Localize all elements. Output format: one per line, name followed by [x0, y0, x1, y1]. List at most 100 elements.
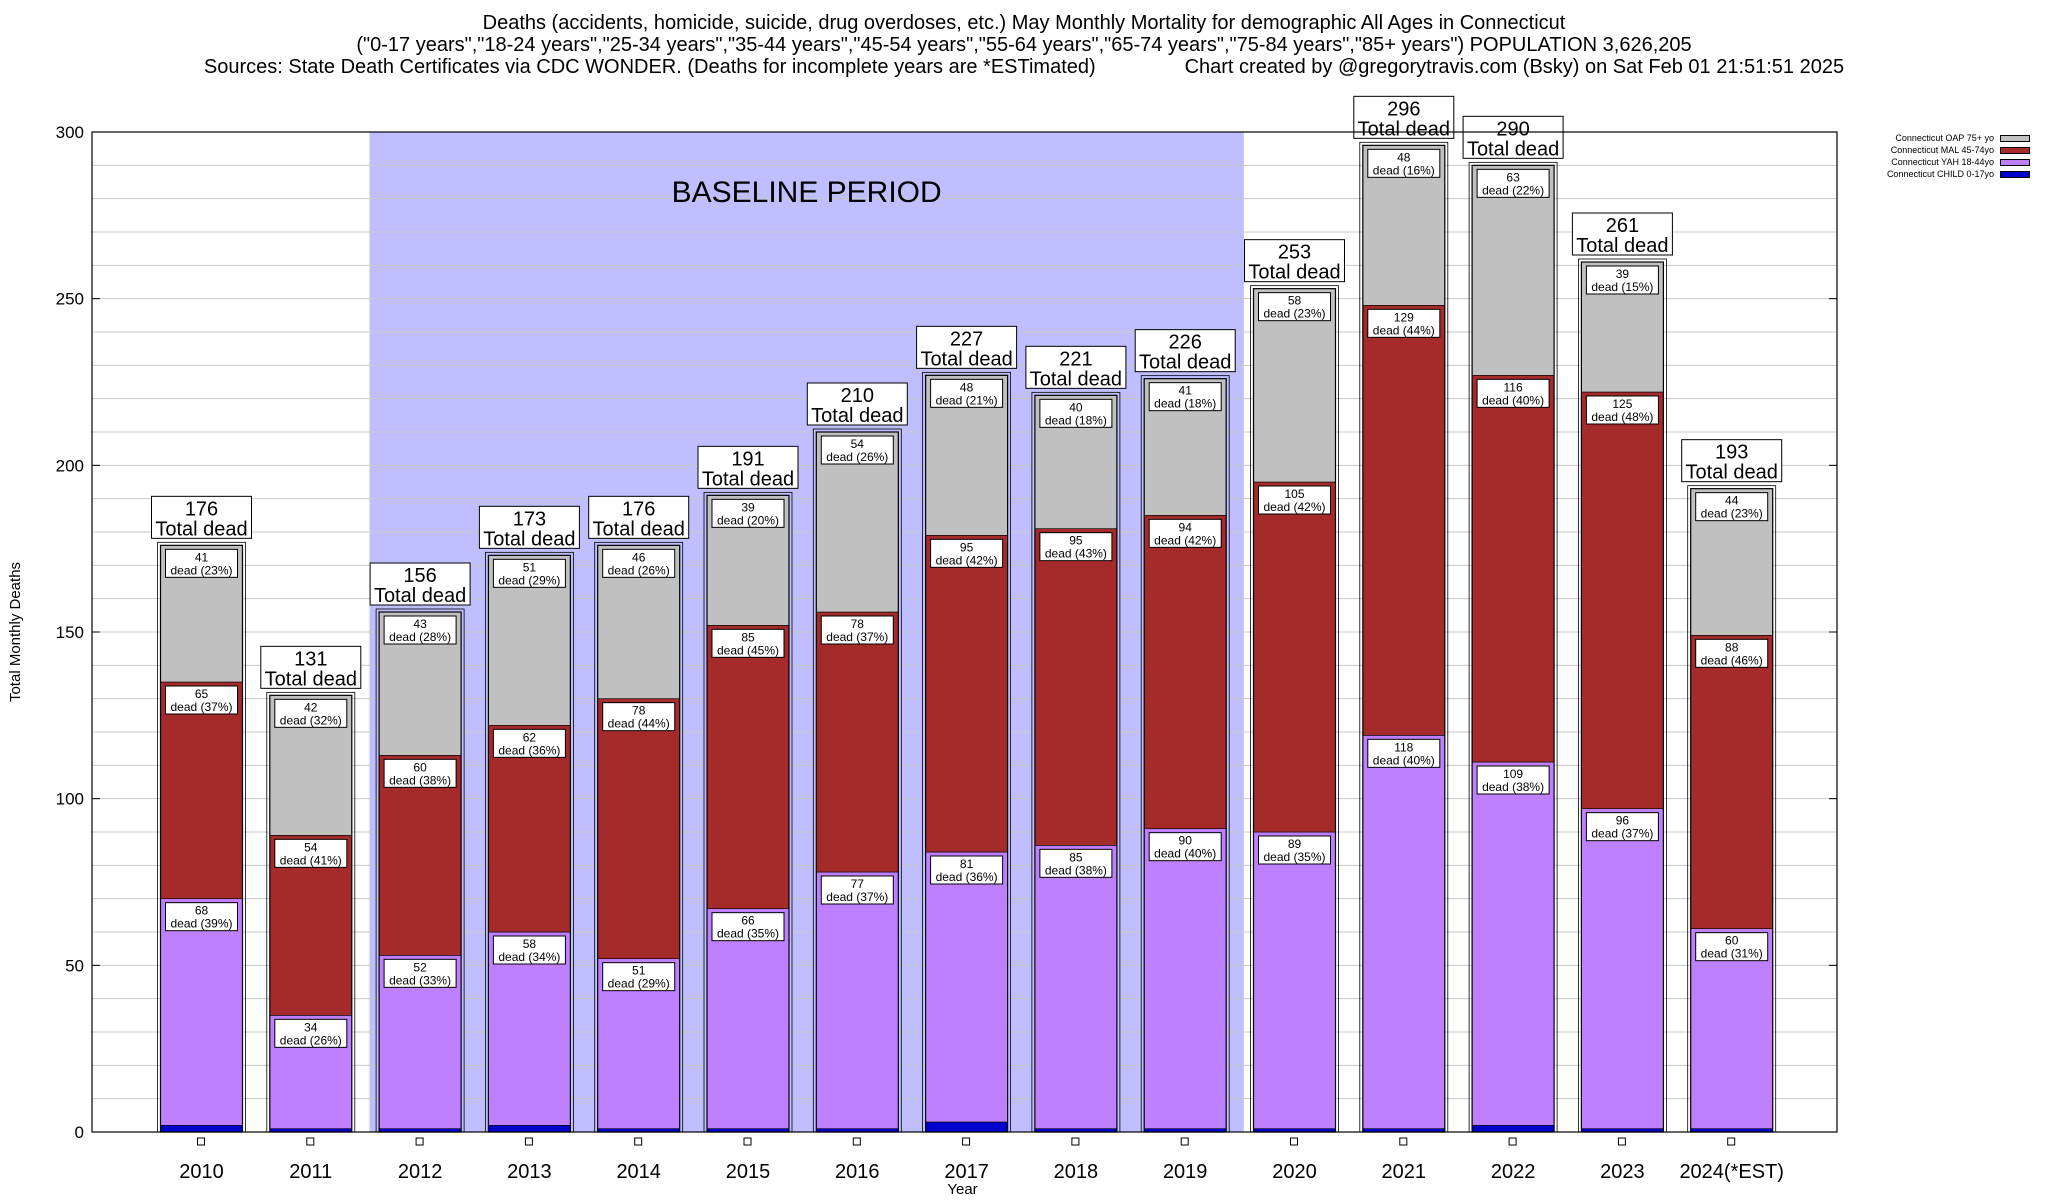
segment-label-box [711, 498, 785, 528]
total-caption-label: Total dead [702, 468, 794, 490]
total-caption-label: Total dead [1358, 118, 1450, 140]
segment-label-box [1695, 932, 1769, 962]
segment-label-box [1367, 738, 1441, 768]
segment-label-box [1258, 485, 1331, 515]
segment-value-label: 40 [1069, 400, 1083, 414]
x-tick-label: 2022 [1491, 1161, 1536, 1183]
segment-value-label: 129 [1394, 310, 1414, 324]
legend-item: Connecticut OAP 75+ yo [1860, 132, 2030, 144]
segment-value-label: 51 [632, 964, 646, 978]
segment-percent-label: dead (38%) [1045, 863, 1107, 877]
x-tick-marker [197, 1137, 205, 1146]
plot-frame [91, 131, 1838, 1133]
segment-value-label: 105 [1284, 487, 1304, 501]
total-value-label: 173 [513, 508, 546, 530]
bar-segment-mal [706, 625, 790, 909]
segment-label-box [1476, 765, 1550, 795]
total-value-label: 261 [1606, 215, 1639, 237]
total-value-label: 210 [841, 385, 874, 407]
segment-label-box [930, 378, 1004, 408]
segment-label-box [1585, 265, 1659, 295]
x-tick-label: 2015 [726, 1161, 771, 1183]
segment-label-box [820, 875, 894, 905]
segment-label-box [930, 538, 1004, 568]
segment-percent-label: dead (20%) [717, 513, 779, 527]
segment-label-box [602, 962, 676, 992]
segment-label-box [820, 435, 894, 465]
bar-segment-mal [1690, 635, 1773, 929]
x-tick-marker [962, 1137, 971, 1146]
x-tick-marker [1180, 1137, 1189, 1146]
segment-label-box [820, 615, 894, 645]
x-tick-label: 2024(*EST) [1679, 1161, 1784, 1183]
segment-value-label: 65 [195, 687, 209, 701]
total-caption-label: Total dead [1139, 352, 1231, 374]
total-value-label: 191 [731, 448, 764, 470]
x-tick-label: 2017 [944, 1161, 989, 1183]
segment-percent-label: dead (38%) [389, 773, 451, 787]
segment-value-label: 118 [1394, 740, 1413, 754]
total-label-box [260, 645, 362, 689]
total-caption-label: Total dead [920, 348, 1012, 370]
bar-segment-yah [1471, 761, 1555, 1126]
bar-segment-mal [1362, 305, 1446, 736]
segment-value-label: 48 [960, 380, 974, 394]
bar-segment-mal [1581, 391, 1664, 809]
segment-percent-label: dead (37%) [1591, 827, 1653, 841]
legend-item: Connecticut MAL 45-74yo [1860, 144, 2030, 156]
x-tick-marker [1071, 1137, 1080, 1146]
segment-value-label: 41 [1179, 384, 1193, 398]
segment-label-box [274, 1018, 348, 1048]
total-label-box [151, 495, 252, 539]
segment-percent-label: dead (40%) [1373, 753, 1435, 767]
total-caption-label: Total dead [1576, 235, 1668, 257]
segment-percent-label: dead (23%) [1701, 507, 1763, 521]
x-tick-marker [1399, 1137, 1408, 1146]
x-tick-label: 2018 [1054, 1161, 1099, 1183]
total-caption-label: Total dead [1248, 262, 1340, 284]
segment-value-label: 54 [304, 840, 318, 854]
segment-percent-label: dead (26%) [826, 450, 888, 464]
segment-label-box [602, 702, 676, 732]
total-value-label: 193 [1715, 442, 1748, 464]
segment-percent-label: dead (37%) [826, 630, 888, 644]
segment-value-label: 34 [304, 1020, 318, 1034]
segment-percent-label: dead (41%) [280, 853, 342, 867]
total-value-label: 290 [1496, 118, 1529, 140]
segment-label-box [1367, 308, 1441, 338]
segment-label-box [1695, 492, 1769, 522]
total-caption-label: Total dead [265, 668, 357, 690]
segment-value-label: 46 [632, 550, 646, 564]
segment-percent-label: dead (46%) [1701, 653, 1763, 667]
segment-value-label: 116 [1504, 380, 1523, 394]
segment-label-box [274, 838, 348, 868]
segment-value-label: 63 [1506, 170, 1520, 184]
segment-percent-label: dead (44%) [608, 717, 670, 731]
segment-value-label: 58 [1288, 294, 1302, 308]
x-tick-label: 2014 [616, 1161, 661, 1183]
segment-label-box [274, 698, 348, 728]
bar-segment-mal [1143, 515, 1227, 829]
segment-value-label: 78 [632, 704, 646, 718]
x-tick-marker [306, 1137, 315, 1146]
total-value-label: 176 [622, 498, 655, 520]
legend-swatch [2000, 134, 2030, 142]
bar-segment-yah [1581, 808, 1664, 1129]
segment-percent-label: dead (35%) [717, 927, 779, 941]
bar-segment-mal [1034, 528, 1118, 846]
segment-value-label: 54 [851, 437, 865, 451]
segment-percent-label: dead (29%) [608, 977, 670, 991]
segment-label-box [1258, 292, 1331, 322]
total-value-label: 296 [1387, 98, 1420, 120]
legend-swatch [2000, 146, 2030, 154]
legend: Connecticut OAP 75+ yo Connecticut MAL 45… [1860, 132, 2030, 180]
total-label-box [588, 495, 690, 539]
segment-percent-label: dead (39%) [170, 917, 232, 931]
bar-segment-mal [925, 535, 1008, 853]
title-line-2: ("0-17 years","18-24 years","25-34 years… [356, 34, 1692, 56]
bar-segment-yah [1362, 735, 1446, 1129]
x-tick-marker [634, 1137, 643, 1146]
total-caption-label: Total dead [1686, 462, 1778, 484]
bar-segment-mal [815, 611, 899, 873]
